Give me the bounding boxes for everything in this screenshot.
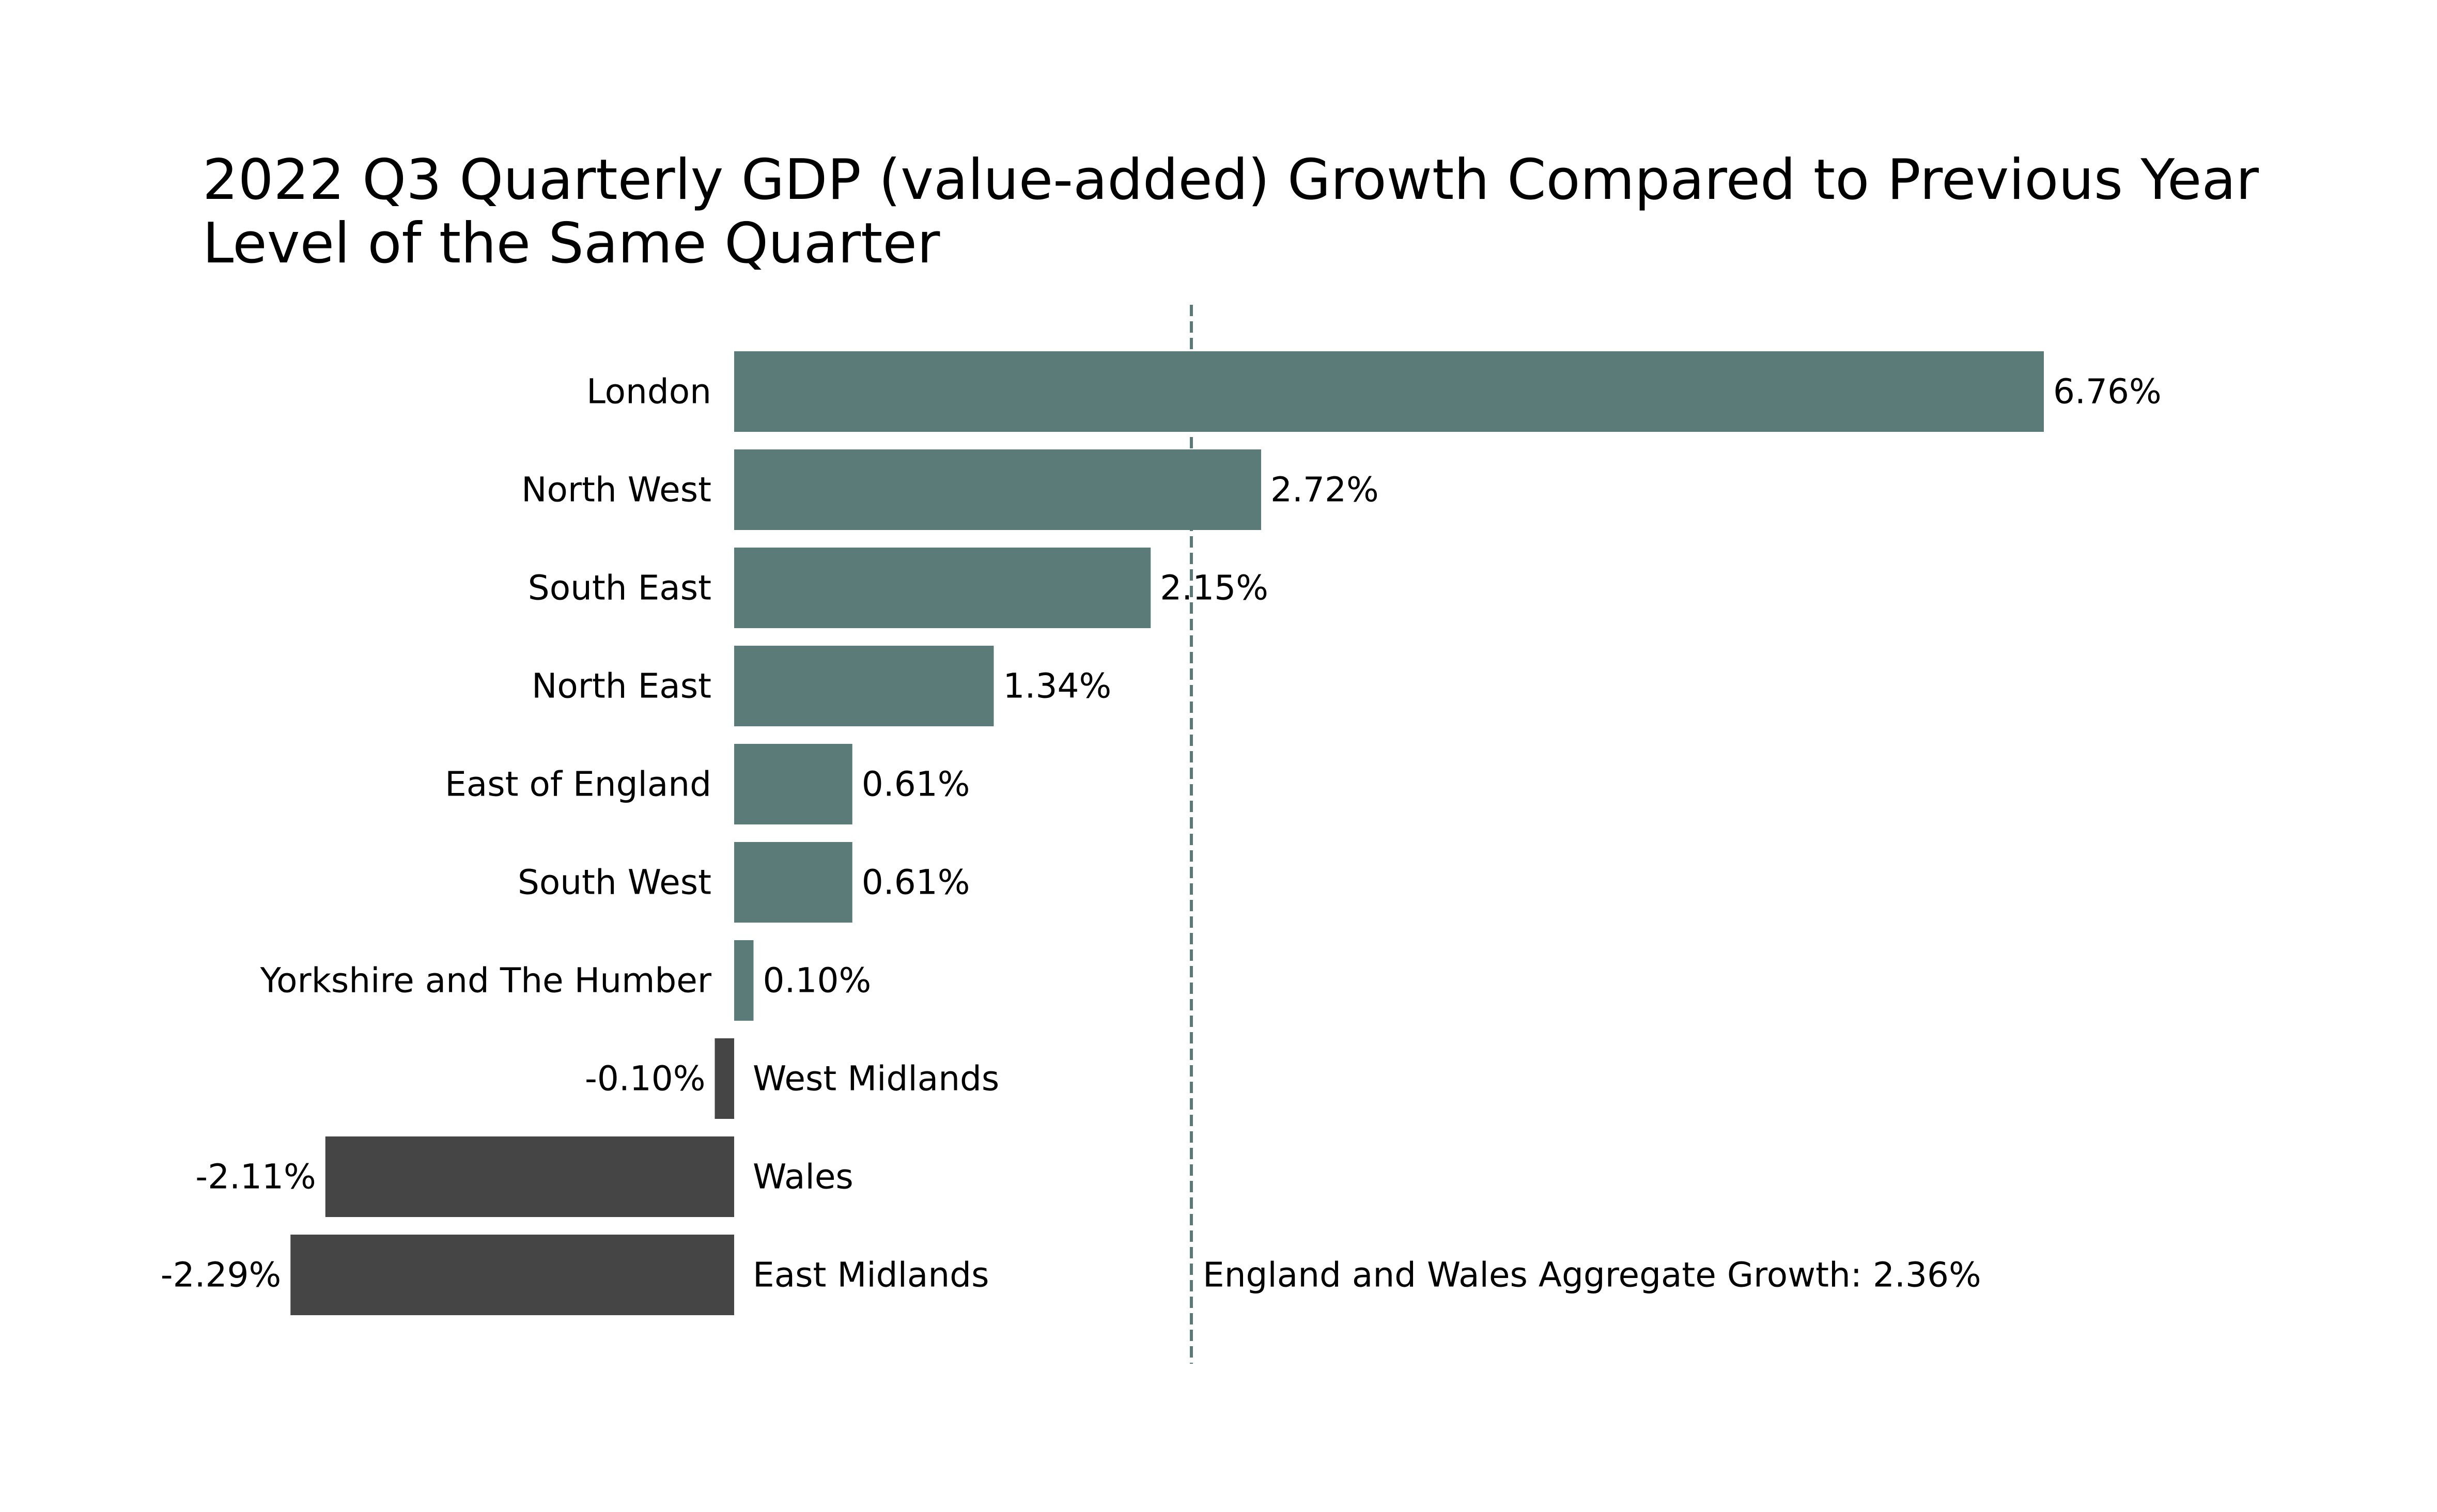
bar-south-east bbox=[734, 548, 1151, 628]
chart-title-line-2: Level of the Same Quarter bbox=[203, 211, 940, 276]
category-label-south-west: South West bbox=[518, 863, 711, 902]
value-label-north-west: 2.72% bbox=[1270, 470, 1379, 510]
bars-group bbox=[290, 351, 2044, 1315]
reference-line-label: England and Wales Aggregate Growth: 2.36… bbox=[1203, 1255, 1981, 1295]
value-label-wales: -2.11% bbox=[195, 1157, 316, 1197]
bar-yorkshire-and-the-humber bbox=[734, 940, 754, 1021]
value-label-west-midlands: -0.10% bbox=[585, 1059, 705, 1099]
value-label-east-midlands: -2.29% bbox=[161, 1255, 281, 1295]
category-label-south-east: South East bbox=[528, 568, 711, 608]
value-label-south-east: 2.15% bbox=[1160, 568, 1268, 608]
category-label-london: London bbox=[586, 372, 711, 412]
category-label-north-west: North West bbox=[521, 470, 711, 510]
bar-north-west bbox=[734, 449, 1261, 530]
bar-london bbox=[734, 351, 2044, 432]
chart-title-line-1: 2022 Q3 Quarterly GDP (value-added) Grow… bbox=[203, 148, 2259, 212]
category-label-west-midlands: West Midlands bbox=[753, 1059, 999, 1099]
bar-south-west bbox=[734, 842, 852, 923]
category-label-wales: Wales bbox=[753, 1157, 853, 1197]
bar-west-midlands bbox=[715, 1038, 734, 1119]
bar-east-midlands bbox=[290, 1235, 734, 1315]
bar-east-of-england bbox=[734, 744, 852, 824]
labels-group: London 6.76% North West 2.72% South East 2.15… bbox=[161, 372, 2162, 1295]
bar-wales bbox=[325, 1136, 734, 1217]
category-label-yorkshire-and-the-humber: Yorkshire and The Humber bbox=[260, 961, 712, 1001]
bar-north-east bbox=[734, 646, 994, 726]
value-label-london: 6.76% bbox=[2053, 372, 2162, 412]
value-label-yorkshire-and-the-humber: 0.10% bbox=[763, 961, 872, 1001]
value-label-east-of-england: 0.61% bbox=[862, 765, 970, 804]
category-label-east-of-england: East of England bbox=[445, 765, 711, 804]
value-label-north-east: 1.34% bbox=[1003, 666, 1112, 706]
chart-title: 2022 Q3 Quarterly GDP (value-added) Grow… bbox=[203, 148, 2259, 276]
category-label-east-midlands: East Midlands bbox=[753, 1255, 989, 1295]
value-label-south-west: 0.61% bbox=[862, 863, 970, 902]
category-label-north-east: North East bbox=[532, 666, 711, 706]
